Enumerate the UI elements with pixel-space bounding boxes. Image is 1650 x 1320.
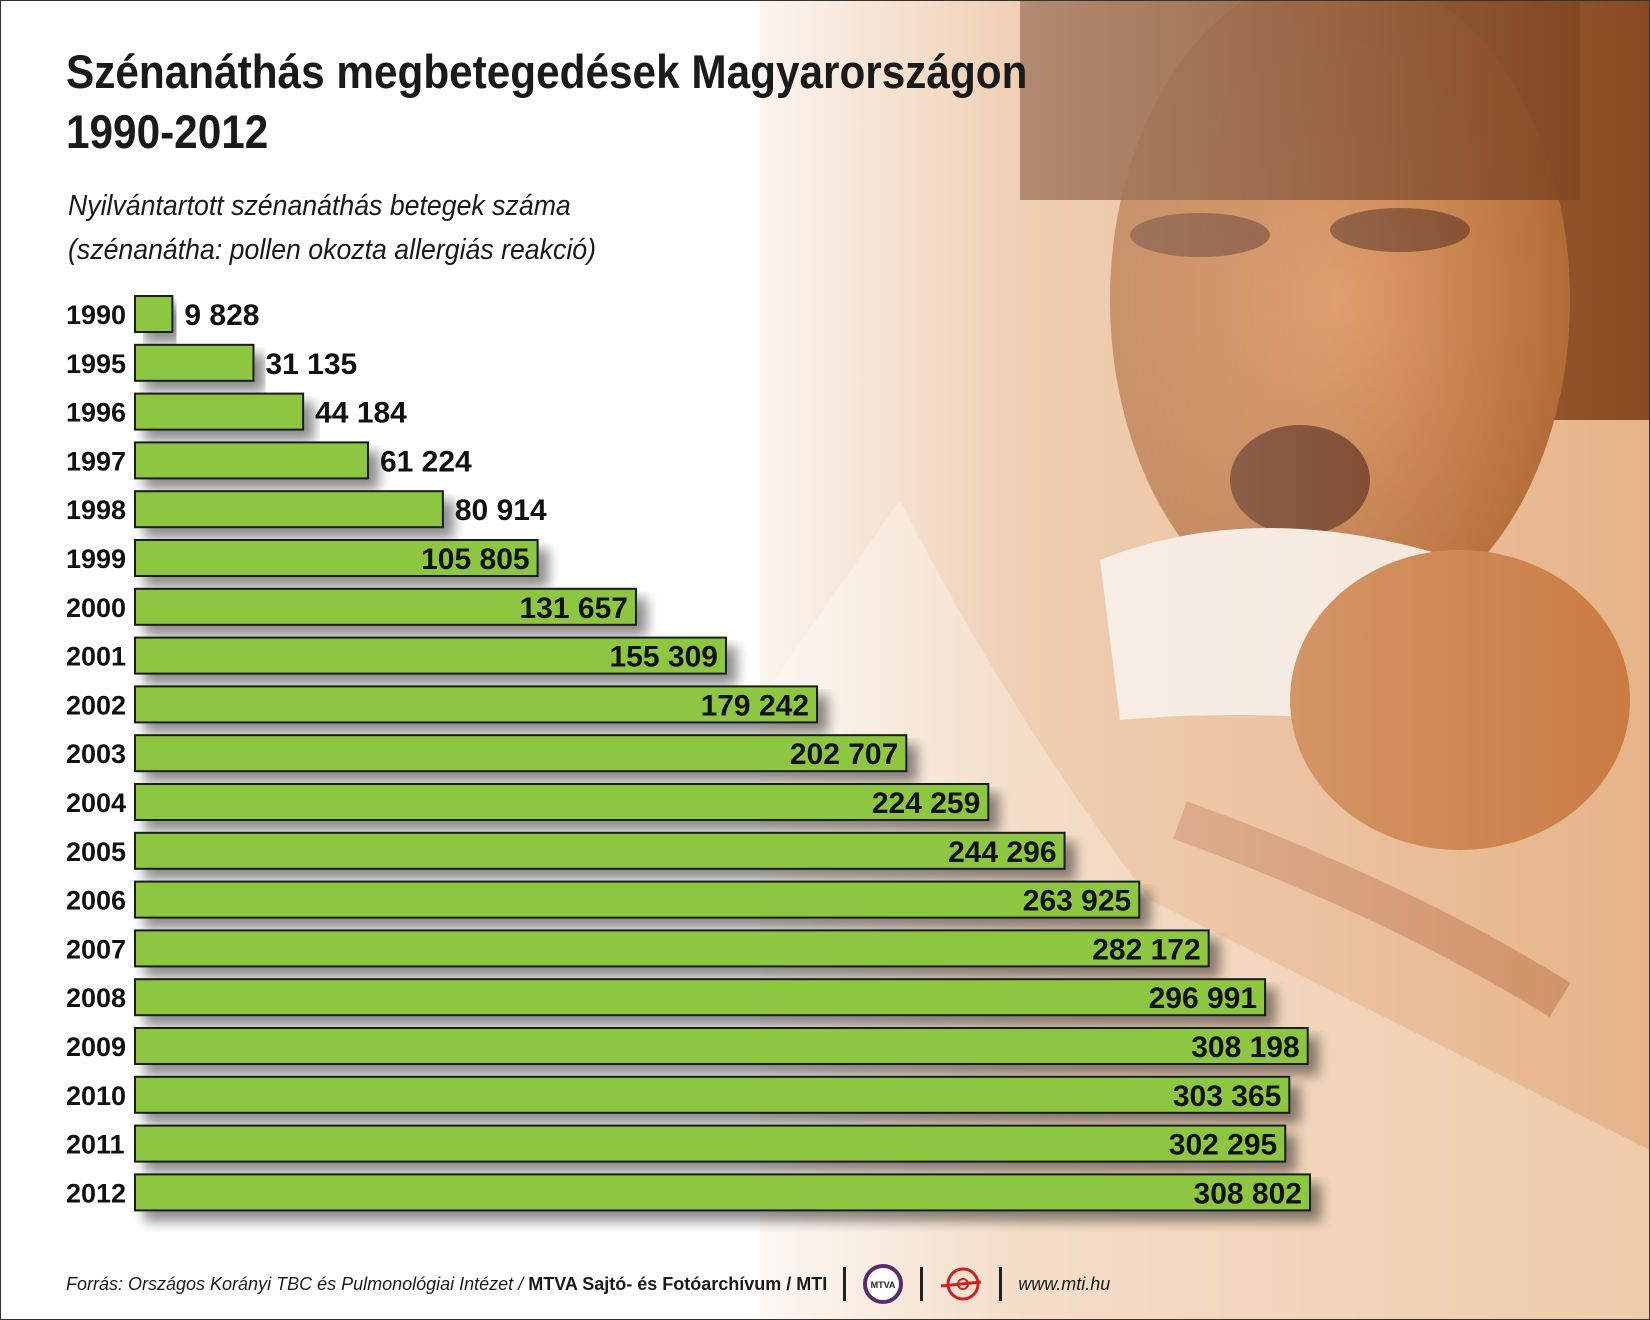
value-label-2008: 296 991 xyxy=(1149,982,1257,1015)
bar-2000 xyxy=(134,587,637,626)
value-label-1990: 9 828 xyxy=(184,299,259,332)
bar-1990 xyxy=(134,295,174,333)
year-label-2008: 2008 xyxy=(66,983,126,1013)
bars-layer: 1990 9 828 1995 31 135 1996 44 184 1997 61 224 1… xyxy=(66,295,1311,1212)
value-label-1998: 80 914 xyxy=(455,494,547,527)
year-label-2000: 2000 xyxy=(66,593,126,623)
value-label-2010: 303 365 xyxy=(1173,1080,1281,1113)
value-label-2011: 302 295 xyxy=(1169,1129,1277,1162)
title-line-1: Szénanáthás megbetegedések Magyarországo… xyxy=(66,45,1028,98)
value-label-2003: 202 707 xyxy=(790,738,898,771)
year-label-2002: 2002 xyxy=(66,690,126,720)
bar-2002 xyxy=(134,685,819,724)
year-label-2010: 2010 xyxy=(66,1081,126,1111)
chart-subtitle: Nyilvántartott szénanáthás betegek száma… xyxy=(68,184,596,272)
bar-2003 xyxy=(134,734,908,773)
source-text: Forrás: Országos Korányi TBC és Pulmonol… xyxy=(66,1273,524,1294)
bar-1999 xyxy=(134,539,539,577)
value-label-2000: 131 657 xyxy=(520,592,628,625)
title-line-2: 1990-2012 xyxy=(66,105,269,158)
value-label-2004: 224 259 xyxy=(872,787,980,820)
bar-2005 xyxy=(134,831,1066,870)
bar-2009 xyxy=(134,1027,1309,1065)
year-label-1996: 1996 xyxy=(66,398,126,428)
bar-2008 xyxy=(134,978,1267,1017)
value-label-1999: 105 805 xyxy=(421,543,529,576)
year-label-1998: 1998 xyxy=(66,495,126,525)
org-text: MTVA Sajtó- és Fotóarchívum / MTI xyxy=(528,1273,828,1294)
bar-2010 xyxy=(134,1075,1291,1114)
footer-separator xyxy=(843,1267,847,1301)
bar-1998 xyxy=(134,490,444,529)
mti-logo-icon xyxy=(941,1267,982,1301)
year-label-2009: 2009 xyxy=(66,1032,126,1062)
value-label-1997: 61 224 xyxy=(380,445,472,478)
year-label-2011: 2011 xyxy=(66,1130,125,1160)
value-label-2002: 179 242 xyxy=(701,689,809,722)
year-label-1997: 1997 xyxy=(66,446,126,476)
footer: Forrás: Országos Korányi TBC és Pulmonol… xyxy=(66,1264,1110,1304)
year-label-2004: 2004 xyxy=(66,788,126,818)
year-label-2007: 2007 xyxy=(66,934,126,964)
bar-2006 xyxy=(134,880,1141,919)
value-label-2012: 308 802 xyxy=(1194,1177,1302,1210)
year-label-1990: 1990 xyxy=(66,300,126,330)
value-label-1995: 31 135 xyxy=(265,348,357,381)
bar-1995 xyxy=(134,343,255,382)
value-label-1996: 44 184 xyxy=(315,397,407,430)
bar-2012 xyxy=(134,1173,1311,1212)
value-label-2001: 155 309 xyxy=(610,641,718,674)
year-label-1999: 1999 xyxy=(66,544,126,574)
bar-2004 xyxy=(134,783,990,821)
value-label-2007: 282 172 xyxy=(1092,933,1200,966)
bar-1996 xyxy=(134,392,305,431)
footer-separator xyxy=(999,1267,1003,1301)
value-label-2009: 308 198 xyxy=(1191,1031,1299,1064)
year-label-2006: 2006 xyxy=(66,886,126,916)
chart-title: Szénanáthás megbetegedések Magyarországo… xyxy=(66,42,1027,162)
bar-2011 xyxy=(134,1124,1287,1163)
year-label-2003: 2003 xyxy=(66,739,126,769)
year-label-2012: 2012 xyxy=(66,1178,126,1208)
year-label-2005: 2005 xyxy=(66,837,126,867)
bar-2007 xyxy=(134,929,1210,968)
mtva-logo-icon: MTVA xyxy=(863,1264,904,1304)
value-label-2005: 244 296 xyxy=(948,836,1056,869)
value-label-2006: 263 925 xyxy=(1023,885,1131,918)
year-label-1995: 1995 xyxy=(66,349,126,379)
bar-1997 xyxy=(134,441,369,480)
subtitle-line-1: Nyilvántartott szénanáthás betegek száma xyxy=(68,190,571,222)
website-link[interactable]: www.mti.hu xyxy=(1018,1273,1111,1294)
footer-separator xyxy=(920,1267,924,1301)
year-label-2001: 2001 xyxy=(66,642,126,672)
mtva-logo-text: MTVA xyxy=(871,1280,896,1290)
bar-2001 xyxy=(134,636,727,675)
subtitle-line-2: (szénanátha: pollen okozta allergiás rea… xyxy=(68,234,596,266)
